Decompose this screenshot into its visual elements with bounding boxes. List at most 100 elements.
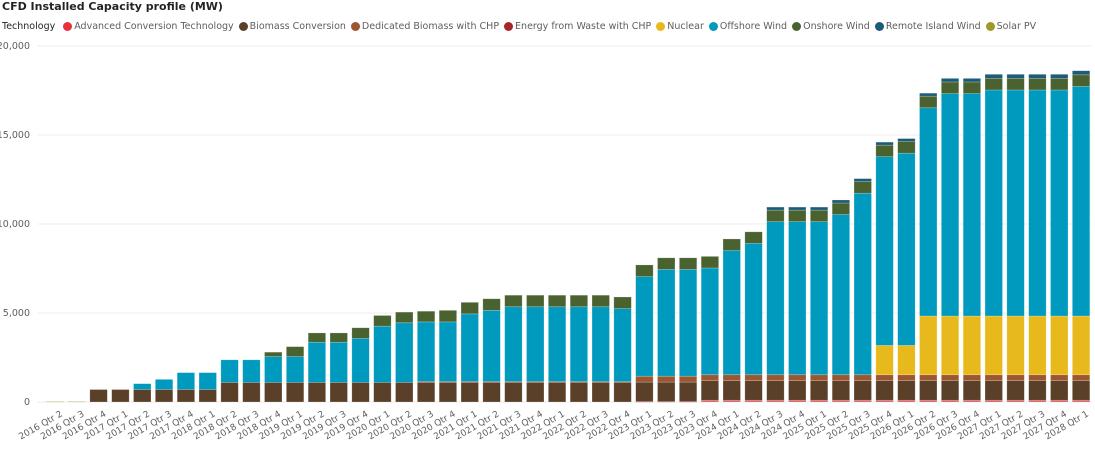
bar-segment[interactable] xyxy=(831,380,850,401)
bar-segment[interactable] xyxy=(329,332,348,343)
bar-segment[interactable] xyxy=(155,379,174,390)
bar-segment[interactable] xyxy=(831,374,850,381)
bar-segment[interactable] xyxy=(831,199,850,204)
bar-segment[interactable] xyxy=(286,356,305,383)
bar-segment[interactable] xyxy=(919,107,938,317)
bar-segment[interactable] xyxy=(482,382,501,403)
bar-segment[interactable] xyxy=(810,209,829,222)
bar-segment[interactable] xyxy=(569,294,588,308)
bar-segment[interactable] xyxy=(395,322,414,383)
bar-segment[interactable] xyxy=(897,152,916,346)
bar-segment[interactable] xyxy=(264,351,283,357)
bar-segment[interactable] xyxy=(176,389,195,403)
bar-segment[interactable] xyxy=(591,306,610,382)
bar-segment[interactable] xyxy=(744,243,763,376)
bar-segment[interactable] xyxy=(1006,374,1025,381)
bar-segment[interactable] xyxy=(722,238,741,251)
bar-segment[interactable] xyxy=(722,380,741,401)
bar-segment[interactable] xyxy=(155,389,174,403)
bar-segment[interactable] xyxy=(766,206,785,211)
bar-segment[interactable] xyxy=(766,374,785,381)
bar-segment[interactable] xyxy=(1050,74,1069,79)
bar-segment[interactable] xyxy=(810,206,829,211)
bar-segment[interactable] xyxy=(810,374,829,381)
bar-segment[interactable] xyxy=(897,138,916,142)
bar-segment[interactable] xyxy=(1006,74,1025,79)
bar-segment[interactable] xyxy=(875,345,894,376)
bar-segment[interactable] xyxy=(482,298,501,311)
bar-segment[interactable] xyxy=(133,383,152,390)
legend-item[interactable]: Biomass Conversion xyxy=(238,21,346,32)
bar-segment[interactable] xyxy=(1072,74,1091,87)
bar-segment[interactable] xyxy=(853,192,872,376)
bar-segment[interactable] xyxy=(875,374,894,381)
bar-segment[interactable] xyxy=(722,374,741,381)
bar-segment[interactable] xyxy=(504,306,523,382)
bar-segment[interactable] xyxy=(766,209,785,222)
bar-segment[interactable] xyxy=(198,389,217,403)
bar-segment[interactable] xyxy=(984,315,1003,376)
bar-segment[interactable] xyxy=(831,214,850,376)
legend-item[interactable]: Offshore Wind xyxy=(708,21,787,32)
bar-segment[interactable] xyxy=(897,141,916,154)
legend-item[interactable]: Remote Island Wind xyxy=(874,21,981,32)
bar-segment[interactable] xyxy=(351,338,370,383)
bar-segment[interactable] xyxy=(635,401,654,403)
bar-segment[interactable] xyxy=(1028,315,1047,376)
bar-segment[interactable] xyxy=(482,381,501,383)
bar-segment[interactable] xyxy=(810,221,829,376)
bar-segment[interactable] xyxy=(941,78,960,83)
bar-segment[interactable] xyxy=(679,375,698,383)
bar-segment[interactable] xyxy=(395,311,414,324)
bar-segment[interactable] xyxy=(853,178,872,182)
bar-segment[interactable] xyxy=(875,141,894,146)
legend-item[interactable]: Energy from Waste with CHP xyxy=(504,21,651,32)
bar-segment[interactable] xyxy=(307,341,326,383)
bar-segment[interactable] xyxy=(591,382,610,403)
bar-segment[interactable] xyxy=(897,380,916,401)
bar-segment[interactable] xyxy=(875,380,894,401)
bar-segment[interactable] xyxy=(373,382,392,403)
bar-segment[interactable] xyxy=(548,294,567,308)
legend-item[interactable]: Solar PV xyxy=(985,21,1036,32)
bar-segment[interactable] xyxy=(962,315,981,376)
bar-segment[interactable] xyxy=(722,250,741,376)
bar-segment[interactable] xyxy=(45,401,64,403)
bar-segment[interactable] xyxy=(111,389,130,403)
bar-segment[interactable] xyxy=(679,269,698,377)
bar-segment[interactable] xyxy=(919,380,938,401)
bar-segment[interactable] xyxy=(526,382,545,403)
bar-segment[interactable] xyxy=(875,156,894,346)
bar-segment[interactable] xyxy=(1072,70,1091,76)
bar-segment[interactable] xyxy=(307,382,326,403)
bar-segment[interactable] xyxy=(417,310,436,323)
bar-segment[interactable] xyxy=(962,81,981,94)
bar-segment[interactable] xyxy=(1050,89,1069,317)
bar-segment[interactable] xyxy=(766,221,785,376)
bar-segment[interactable] xyxy=(373,315,392,327)
bar-segment[interactable] xyxy=(962,374,981,381)
bar-segment[interactable] xyxy=(941,81,960,94)
bar-segment[interactable] xyxy=(788,380,807,401)
bar-segment[interactable] xyxy=(853,181,872,194)
bar-segment[interactable] xyxy=(919,95,938,109)
bar-segment[interactable] xyxy=(962,93,981,317)
bar-segment[interactable] xyxy=(438,310,457,323)
bar-segment[interactable] xyxy=(67,401,86,403)
bar-segment[interactable] xyxy=(700,380,719,401)
bar-segment[interactable] xyxy=(657,375,676,383)
bar-segment[interactable] xyxy=(526,306,545,382)
bar-segment[interactable] xyxy=(1050,380,1069,401)
bar-segment[interactable] xyxy=(897,345,916,376)
bar-segment[interactable] xyxy=(351,382,370,403)
bar-segment[interactable] xyxy=(526,294,545,308)
bar-segment[interactable] xyxy=(1028,380,1047,401)
bar-segment[interactable] xyxy=(635,381,654,402)
bar-segment[interactable] xyxy=(417,382,436,403)
bar-segment[interactable] xyxy=(984,374,1003,381)
bar-segment[interactable] xyxy=(853,380,872,401)
bar-segment[interactable] xyxy=(1072,374,1091,381)
bar-segment[interactable] xyxy=(329,382,348,403)
bar-segment[interactable] xyxy=(919,315,938,376)
bar-segment[interactable] xyxy=(133,389,152,403)
